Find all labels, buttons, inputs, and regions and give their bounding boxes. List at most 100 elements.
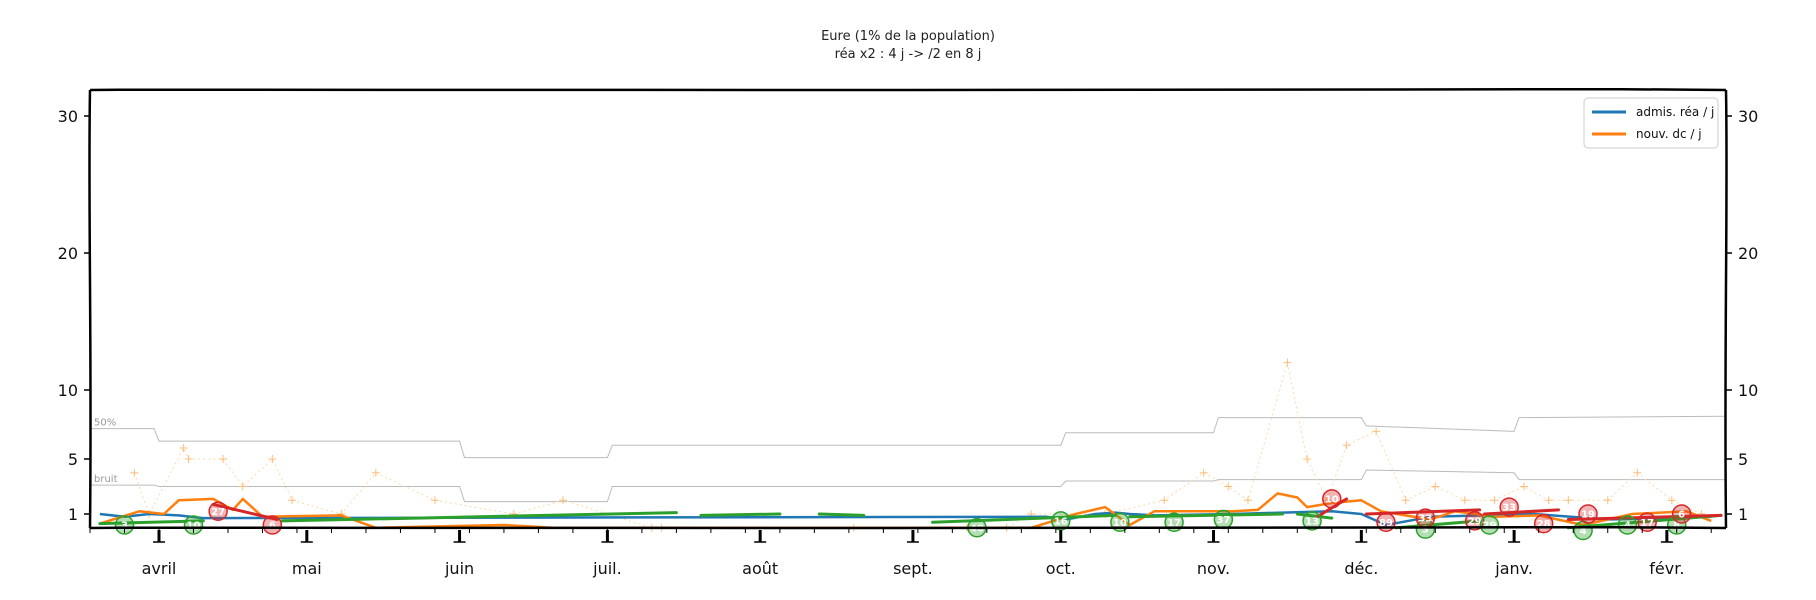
badge: 16	[1051, 511, 1071, 531]
badge: 10	[1322, 489, 1342, 509]
x-tick-label: nov.	[1197, 559, 1230, 578]
y-tick-label-right: 30	[1738, 107, 1758, 126]
trend-segment	[1483, 508, 1560, 516]
noise-point	[1303, 455, 1312, 463]
noise-point	[238, 482, 247, 491]
badge-label: 4	[1624, 521, 1631, 532]
badge-label: 4	[1580, 526, 1587, 537]
badge-label: 89	[1379, 518, 1393, 529]
noise-point	[1460, 496, 1469, 505]
y-tick-label-right: 10	[1738, 381, 1758, 400]
trend-segment	[817, 512, 866, 517]
y-tick-label-left: 10	[58, 381, 78, 400]
badge-label: 17	[1167, 518, 1181, 529]
frame-bottom	[89, 525, 1727, 530]
y-tick-label-left: 5	[68, 450, 78, 469]
noise-point	[1224, 482, 1233, 491]
badge: 28	[1533, 513, 1554, 534]
x-tick-label: janv.	[1494, 559, 1533, 578]
legend-label-dc: nouv. dc / j	[1636, 127, 1702, 141]
badge: 33	[1415, 508, 1436, 528]
noise-point	[1633, 468, 1642, 477]
threshold-line	[90, 469, 1726, 503]
trend-segment	[1295, 512, 1334, 520]
x-tick-label: mai	[292, 559, 322, 578]
threshold-label: 50%	[94, 418, 116, 429]
noise-point	[1199, 468, 1208, 477]
badge-label: 3	[1422, 525, 1429, 536]
axes: 1 1 5 5 10 10 20 20 30 30 avril mai juin juil. août sep…	[58, 107, 1759, 578]
badge-label: 28	[1537, 519, 1551, 530]
frame-right	[1724, 89, 1728, 529]
legend-label-rea: admis. réa / j	[1636, 105, 1714, 119]
badge-circle	[1499, 497, 1519, 517]
threshold-label: bruit	[94, 474, 118, 485]
y-tick-label-left: 30	[58, 107, 78, 126]
trend-segment	[1566, 513, 1723, 521]
badge-label: 17	[1640, 518, 1654, 529]
badge-label: 27	[211, 507, 225, 518]
badge: 10	[183, 515, 204, 535]
noise-point	[184, 455, 193, 463]
threshold-line	[90, 415, 1727, 459]
badge: 13	[1302, 511, 1322, 531]
noise-point	[1283, 358, 1292, 367]
badge-label: 29	[1468, 516, 1482, 527]
badge-label: 37	[1216, 515, 1230, 526]
noise-point	[371, 468, 380, 477]
x-tick-label: avril	[142, 559, 177, 578]
badge-circle	[1666, 515, 1687, 535]
badge: 3	[1415, 519, 1436, 539]
noise-point	[559, 496, 568, 505]
y-tick-label-right: 1	[1738, 505, 1748, 524]
badge-label: 6	[269, 521, 276, 532]
noise-point	[1490, 496, 1499, 505]
badge-label: 16	[1054, 516, 1068, 527]
noise-point	[1342, 441, 1351, 450]
badge-circle	[1617, 515, 1638, 535]
badge-circle	[114, 515, 135, 535]
noise-point	[1160, 496, 1169, 505]
noise-point	[1564, 496, 1573, 505]
badge-circle	[1479, 515, 1500, 535]
badge: 3	[114, 515, 135, 535]
badge-label: 10	[1113, 518, 1127, 529]
badge: 8	[1666, 515, 1687, 535]
badge-label: 10	[1325, 494, 1339, 505]
badge: 29	[1464, 511, 1485, 531]
trend-segment	[211, 502, 279, 521]
chart-title: Eure (1% de la population)	[821, 29, 995, 44]
badge: 4	[1617, 515, 1638, 535]
badge-label: 33	[1418, 514, 1432, 525]
x-tick-label: août	[742, 559, 778, 578]
badge-label: 13	[1305, 516, 1319, 527]
badge: 4	[1573, 520, 1593, 541]
badge-circle	[208, 501, 228, 521]
noise-trace	[133, 362, 1702, 529]
badge: 29	[1479, 515, 1500, 535]
trend-segments	[98, 497, 1723, 530]
noise-point	[1603, 496, 1612, 505]
badge-circle	[1322, 489, 1342, 509]
y-tick-label-right: 5	[1738, 450, 1748, 469]
noise-point	[1431, 482, 1440, 491]
noise-point	[288, 496, 297, 505]
trend-segment	[280, 511, 678, 523]
badge-label: 8	[1673, 521, 1680, 532]
frame-left	[88, 89, 92, 529]
legend: admis. réa / j nouv. dc / j	[1583, 97, 1719, 149]
noise-point	[268, 455, 277, 463]
noise-point	[1667, 496, 1676, 505]
noise-point	[1544, 496, 1553, 505]
badge-circle	[183, 515, 204, 535]
chart-subtitle: réa x2 : 4 j -> /2 en 8 j	[835, 47, 982, 62]
frame-top	[89, 87, 1727, 92]
badge-label: 33	[1502, 503, 1516, 514]
trend-segment	[699, 512, 782, 517]
x-tick-label: déc.	[1344, 559, 1378, 578]
badge: 19	[1578, 504, 1598, 524]
noise-point	[1519, 482, 1528, 491]
x-tick-label: oct.	[1046, 559, 1076, 578]
